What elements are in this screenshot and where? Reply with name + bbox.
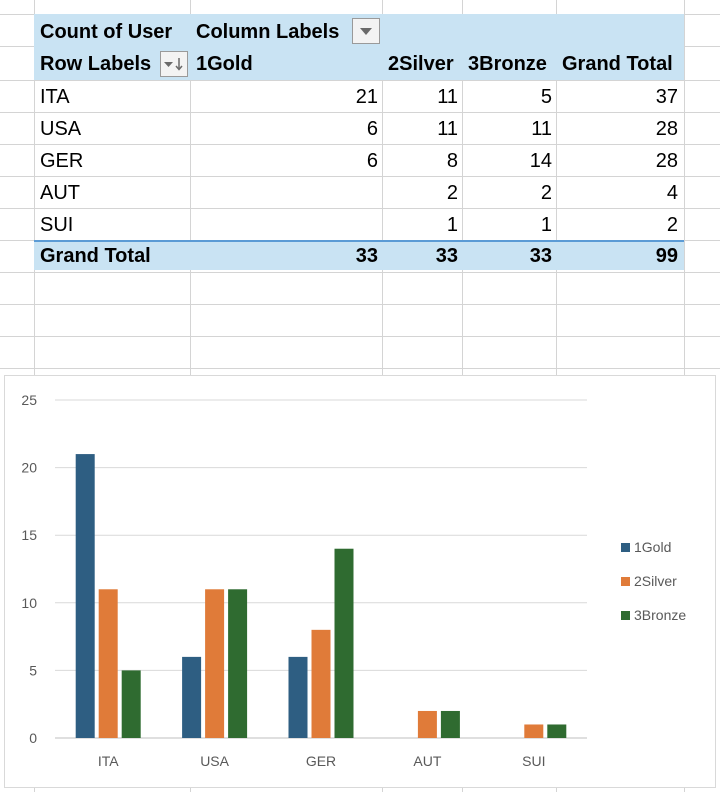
bar-3bronze[interactable] — [547, 724, 567, 738]
bar-2silver[interactable] — [311, 629, 331, 738]
bar-3bronze[interactable] — [228, 589, 248, 738]
y-tick-label: 10 — [21, 595, 37, 611]
pivot-row-label[interactable]: ITA — [40, 86, 70, 108]
y-tick-label: 20 — [21, 460, 37, 476]
pivot-cell[interactable]: 8 — [446, 150, 458, 172]
bar-3bronze[interactable] — [121, 670, 141, 738]
pivot-cell[interactable]: 4 — [666, 182, 678, 204]
pivot-cell[interactable]: 2 — [666, 214, 678, 236]
pivot-cell[interactable]: 6 — [366, 118, 378, 140]
legend-label: 2Silver — [634, 573, 677, 589]
x-tick-label: AUT — [413, 753, 441, 769]
pivot-column-labels-header[interactable]: Column Labels — [196, 21, 340, 43]
pivot-cell[interactable]: 1 — [446, 214, 458, 236]
pivot-cell[interactable]: 28 — [655, 118, 678, 140]
pivot-grand-total-cell[interactable]: 99 — [655, 245, 678, 267]
pivot-cell[interactable]: 14 — [529, 150, 552, 172]
x-tick-label: USA — [200, 753, 229, 769]
pivot-cell[interactable]: 2 — [446, 182, 458, 204]
pivot-grand-total-cell[interactable]: 33 — [435, 245, 458, 267]
pivot-cell[interactable]: 5 — [540, 86, 552, 108]
bar-2silver[interactable] — [205, 589, 225, 738]
pivot-table[interactable]: Count of User Column Labels Row Labels 1… — [34, 14, 684, 270]
bar-1gold[interactable] — [75, 454, 95, 738]
x-tick-label: ITA — [98, 753, 119, 769]
bar-2silver[interactable] — [524, 724, 544, 738]
y-tick-label: 0 — [29, 730, 37, 746]
pivot-grand-total-cell[interactable]: 33 — [529, 245, 552, 267]
bar-3bronze[interactable] — [334, 548, 354, 738]
pivot-row-label[interactable]: SUI — [40, 214, 74, 236]
legend-swatch — [621, 542, 630, 552]
pivot-cell[interactable]: 21 — [355, 86, 378, 108]
pivot-column-header-grand-total[interactable]: Grand Total — [562, 53, 673, 75]
legend-swatch — [621, 576, 630, 586]
chart-plot-area[interactable]: 0 5 10 15 20 25 ITA USA GER AUT SUI — [5, 376, 715, 787]
pivot-chart[interactable]: 0 5 10 15 20 25 ITA USA GER AUT SUI 1Gold 2Silver 3B… — [4, 375, 716, 788]
pivot-cell[interactable]: 11 — [531, 118, 552, 140]
legend-item[interactable]: 3Bronze — [621, 606, 686, 624]
dropdown-arrow-icon[interactable] — [352, 18, 380, 44]
y-tick-label: 5 — [29, 662, 37, 678]
row-gridline — [0, 336, 720, 337]
pivot-cell[interactable] — [196, 177, 378, 209]
bar-2silver[interactable] — [417, 710, 437, 738]
bar-3bronze[interactable] — [440, 710, 460, 738]
x-tick-label: GER — [306, 753, 336, 769]
pivot-cell[interactable]: 6 — [366, 150, 378, 172]
pivot-value-field-label[interactable]: Count of User — [40, 21, 173, 43]
bar-1gold[interactable] — [288, 656, 308, 738]
pivot-cell[interactable] — [196, 209, 378, 241]
pivot-column-header-gold[interactable]: 1Gold — [196, 53, 253, 75]
row-gridline — [0, 208, 720, 209]
legend-label: 3Bronze — [634, 607, 687, 623]
legend-label: 1Gold — [634, 539, 672, 555]
legend-item[interactable]: 2Silver — [621, 572, 677, 590]
y-tick-label: 25 — [21, 392, 37, 408]
pivot-row-label[interactable]: USA — [40, 118, 82, 140]
pivot-grand-total-band — [34, 240, 684, 270]
row-gridline — [0, 176, 720, 177]
row-gridline — [0, 304, 720, 305]
row-gridline — [0, 112, 720, 113]
bar-1gold[interactable] — [182, 656, 202, 738]
pivot-row-label[interactable]: AUT — [40, 182, 80, 204]
pivot-cell[interactable]: 11 — [437, 86, 458, 108]
y-tick-label: 15 — [21, 527, 37, 543]
pivot-row-label[interactable]: GER — [40, 150, 84, 172]
pivot-column-header-bronze[interactable]: 3Bronze — [468, 53, 547, 75]
filter-sort-icon[interactable] — [160, 51, 188, 77]
pivot-column-header-silver[interactable]: 2Silver — [388, 53, 454, 75]
pivot-grand-total-cell[interactable]: 33 — [355, 245, 378, 267]
pivot-cell[interactable]: 28 — [655, 150, 678, 172]
row-gridline — [0, 80, 720, 81]
pivot-cell[interactable]: 11 — [437, 118, 458, 140]
row-gridline — [0, 144, 720, 145]
pivot-cell[interactable]: 2 — [540, 182, 552, 204]
pivot-cell[interactable]: 37 — [655, 86, 678, 108]
legend-swatch — [621, 610, 630, 620]
pivot-row-labels-header[interactable]: Row Labels — [40, 53, 152, 75]
x-tick-label: SUI — [522, 753, 545, 769]
row-gridline — [0, 272, 720, 273]
pivot-grand-total-label[interactable]: Grand Total — [40, 245, 151, 267]
legend-item[interactable]: 1Gold — [621, 538, 671, 556]
row-gridline — [0, 368, 720, 369]
bar-2silver[interactable] — [98, 589, 118, 738]
pivot-cell[interactable]: 1 — [540, 214, 552, 236]
